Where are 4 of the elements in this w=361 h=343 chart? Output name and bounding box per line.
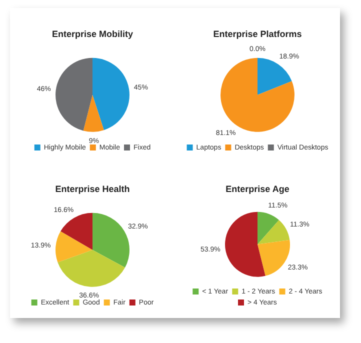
chart-title: Enterprise Mobility <box>52 28 134 39</box>
chart-title: Enterprise Health <box>55 184 130 194</box>
chart-title: Enterprise Age <box>226 184 290 194</box>
chart-title: Enterprise Platforms <box>213 28 302 39</box>
